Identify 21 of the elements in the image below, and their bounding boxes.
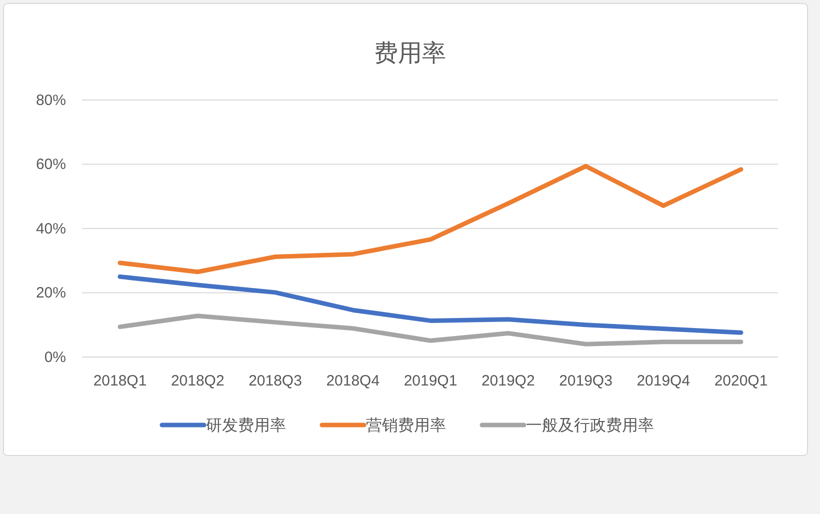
legend-label: 研发费用率 [206, 416, 286, 435]
x-tick-label: 2019Q2 [481, 372, 535, 390]
legend-label: 营销费用率 [366, 416, 446, 435]
x-tick-label: 2018Q4 [326, 372, 380, 390]
x-tick-label: 2019Q4 [636, 372, 690, 390]
x-tick-label: 2019Q1 [404, 372, 458, 390]
x-tick-label: 2020Q1 [714, 372, 768, 390]
x-tick-label: 2018Q2 [170, 372, 224, 390]
y-tick-label: 20% [36, 284, 66, 302]
x-tick-label: 2018Q3 [248, 372, 302, 390]
line-series [118, 274, 744, 335]
x-tick-label: 2019Q3 [559, 372, 612, 390]
line-series [118, 314, 744, 346]
x-tick-label: 2018Q1 [93, 372, 147, 390]
y-tick-label: 40% [36, 220, 66, 238]
chart-title: 费用率 [374, 39, 446, 67]
y-tick-label: 60% [36, 156, 66, 174]
line-series [118, 164, 744, 274]
legend-label: 一般及行政费用率 [526, 416, 654, 435]
y-tick-label: 80% [36, 92, 66, 109]
y-tick-label: 0% [44, 348, 66, 366]
